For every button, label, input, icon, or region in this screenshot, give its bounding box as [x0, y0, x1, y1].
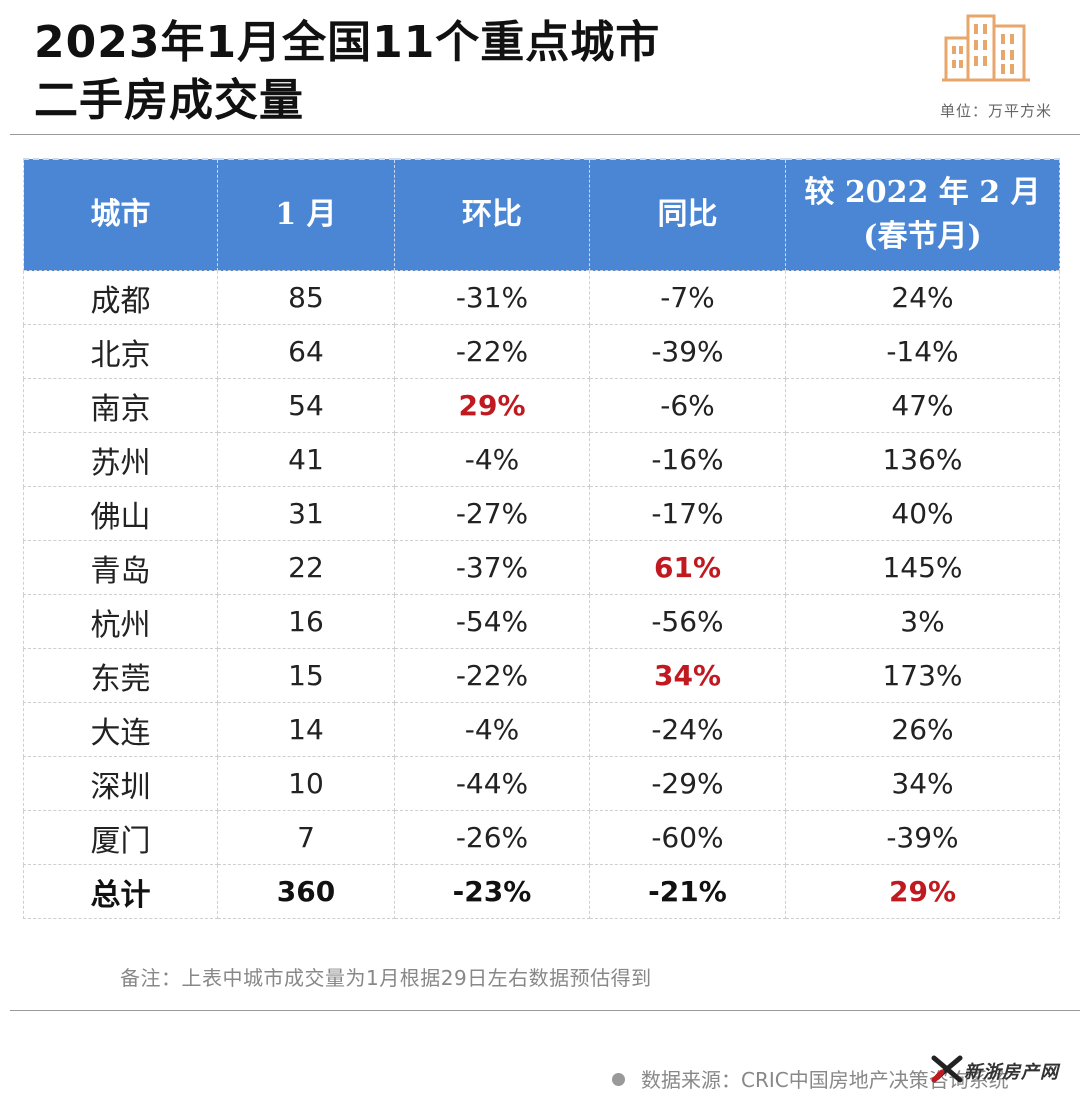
- cell-city: 东莞: [23, 648, 218, 703]
- cell-jan: 22: [217, 540, 395, 595]
- header-vs-feb2022-line: 较 2022 年 2 月: [804, 175, 1041, 210]
- header-city-line: 城市: [90, 197, 151, 232]
- table-row: 厦门 7 -26% -60% -39%: [23, 810, 1060, 865]
- cell-jan: 7: [217, 810, 395, 865]
- cell-vs-feb2022: 136%: [785, 432, 1060, 487]
- cell-jan: 10: [217, 756, 395, 811]
- cell-city: 佛山: [23, 486, 218, 541]
- header-yoy: 同比: [589, 158, 786, 271]
- cell-city: 成都: [23, 270, 218, 325]
- cell-vs-feb2022: 145%: [785, 540, 1060, 595]
- divider-bottom: [10, 1010, 1080, 1011]
- table-row: 苏州 41 -4% -16% 136%: [23, 432, 1060, 487]
- data-table: 城市 1 月 环比 同比 较 2022 年 2 月 (春节月) 成都 85 -31% -7% 24…: [23, 158, 1060, 919]
- unit-label: 单位：万平方米: [939, 102, 1052, 120]
- cell-jan: 85: [217, 270, 395, 325]
- table-row: 北京 64 -22% -39% -14%: [23, 324, 1060, 379]
- table-row: 深圳 10 -44% -29% 34%: [23, 756, 1060, 811]
- cell-mom: -44%: [394, 756, 590, 811]
- buildings-icon: [942, 14, 1030, 82]
- cell-yoy: 34%: [589, 648, 786, 703]
- cell-mom: -23%: [394, 864, 590, 919]
- cell-jan: 54: [217, 378, 395, 433]
- table-total-row: 总计 360 -23% -21% 29%: [23, 864, 1060, 919]
- cell-yoy: -29%: [589, 756, 786, 811]
- cell-mom: -31%: [394, 270, 590, 325]
- cell-jan: 360: [217, 864, 395, 919]
- cell-vs-feb2022: -14%: [785, 324, 1060, 379]
- cell-city: 总计: [23, 864, 218, 919]
- cell-mom: -22%: [394, 648, 590, 703]
- table-row: 成都 85 -31% -7% 24%: [23, 270, 1060, 325]
- header-vs-feb2022: 较 2022 年 2 月 (春节月): [785, 158, 1060, 271]
- header-jan: 1 月: [217, 158, 395, 271]
- watermark-logo-icon: [931, 1055, 963, 1083]
- cell-city: 青岛: [23, 540, 218, 595]
- title-line-1: 2023年1月全国11个重点城市: [34, 17, 661, 68]
- cell-mom: -22%: [394, 324, 590, 379]
- watermark: 新浙房产网: [930, 1052, 1080, 1086]
- table-row: 东莞 15 -22% 34% 173%: [23, 648, 1060, 703]
- cell-yoy: -56%: [589, 594, 786, 649]
- page-title: 2023年1月全国11个重点城市 二手房成交量: [34, 14, 660, 130]
- table-body: 成都 85 -31% -7% 24% 北京 64 -22% -39% -14% 南京 54 29% -6%…: [23, 270, 1060, 919]
- footnote: 备注：上表中城市成交量为1月根据29日左右数据预估得到: [120, 966, 652, 990]
- cell-vs-feb2022: 173%: [785, 648, 1060, 703]
- header-vs-feb2022-line: (春节月): [863, 219, 982, 254]
- header-mom-line: 环比: [462, 197, 522, 232]
- cell-mom: 29%: [394, 378, 590, 433]
- header-yoy-line: 同比: [657, 197, 718, 232]
- cell-mom: -26%: [394, 810, 590, 865]
- cell-jan: 14: [217, 702, 395, 757]
- cell-vs-feb2022: 3%: [785, 594, 1060, 649]
- cell-mom: -54%: [394, 594, 590, 649]
- table-row: 佛山 31 -27% -17% 40%: [23, 486, 1060, 541]
- cell-yoy: -17%: [589, 486, 786, 541]
- table-row: 青岛 22 -37% 61% 145%: [23, 540, 1060, 595]
- cell-vs-feb2022: 34%: [785, 756, 1060, 811]
- cell-yoy: -6%: [589, 378, 786, 433]
- cell-yoy: -21%: [589, 864, 786, 919]
- divider-top: [10, 134, 1080, 135]
- table-header-row: 城市 1 月 环比 同比 较 2022 年 2 月 (春节月): [23, 158, 1060, 271]
- cell-city: 杭州: [23, 594, 218, 649]
- cell-jan: 31: [217, 486, 395, 541]
- cell-jan: 15: [217, 648, 395, 703]
- cell-yoy: -16%: [589, 432, 786, 487]
- header-mom: 环比: [394, 158, 590, 271]
- cell-yoy: -7%: [589, 270, 786, 325]
- cell-city: 南京: [23, 378, 218, 433]
- cell-city: 北京: [23, 324, 218, 379]
- table-row: 大连 14 -4% -24% 26%: [23, 702, 1060, 757]
- cell-vs-feb2022: 40%: [785, 486, 1060, 541]
- table-row: 南京 54 29% -6% 47%: [23, 378, 1060, 433]
- cell-vs-feb2022: 47%: [785, 378, 1060, 433]
- header-city: 城市: [23, 158, 218, 271]
- cell-mom: -4%: [394, 702, 590, 757]
- cell-city: 深圳: [23, 756, 218, 811]
- cell-yoy: 61%: [589, 540, 786, 595]
- cell-vs-feb2022: 24%: [785, 270, 1060, 325]
- cell-vs-feb2022: 29%: [785, 864, 1060, 919]
- cell-mom: -37%: [394, 540, 590, 595]
- title-line-2: 二手房成交量: [34, 75, 304, 126]
- table-row: 杭州 16 -54% -56% 3%: [23, 594, 1060, 649]
- cell-mom: -4%: [394, 432, 590, 487]
- header-jan-line: 1 月: [275, 197, 337, 232]
- cell-city: 苏州: [23, 432, 218, 487]
- cell-yoy: -24%: [589, 702, 786, 757]
- bullet-icon: [612, 1073, 625, 1086]
- cell-jan: 41: [217, 432, 395, 487]
- cell-yoy: -39%: [589, 324, 786, 379]
- cell-yoy: -60%: [589, 810, 786, 865]
- cell-vs-feb2022: -39%: [785, 810, 1060, 865]
- cell-city: 大连: [23, 702, 218, 757]
- watermark-text: 新浙房产网: [964, 1062, 1059, 1083]
- cell-vs-feb2022: 26%: [785, 702, 1060, 757]
- cell-city: 厦门: [23, 810, 218, 865]
- cell-jan: 64: [217, 324, 395, 379]
- cell-mom: -27%: [394, 486, 590, 541]
- cell-jan: 16: [217, 594, 395, 649]
